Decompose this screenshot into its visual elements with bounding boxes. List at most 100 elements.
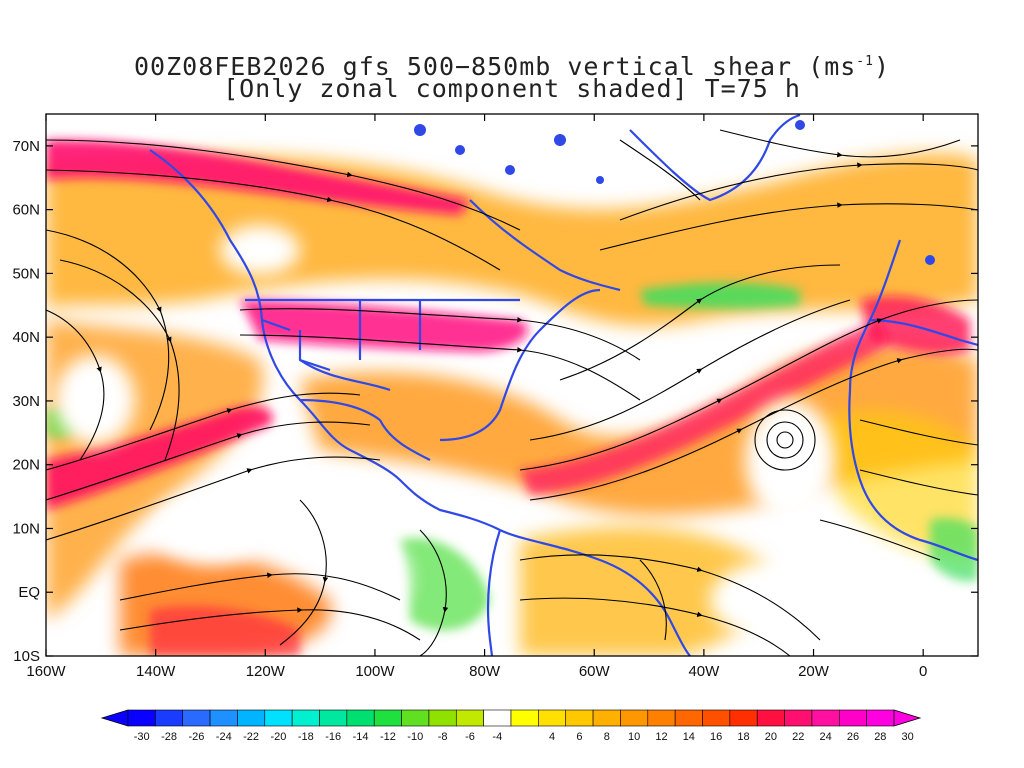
lon-label-3: 100W xyxy=(355,663,395,680)
lat-label-0: 70N xyxy=(12,138,40,155)
colorbar-label-12: -6 xyxy=(465,731,475,743)
stream-25 xyxy=(279,499,329,646)
stream-9 xyxy=(46,392,361,471)
colorbar-label-20: 16 xyxy=(710,731,722,743)
island-5 xyxy=(596,176,604,184)
shade-orange-atlantic-south xyxy=(520,526,769,656)
chart-title-line1: 00Z08FEB2026 gfs 500−850mb vertical shea… xyxy=(0,48,1024,81)
colorbar-swatch-27 xyxy=(866,709,895,727)
spiral-ring-3 xyxy=(754,409,816,471)
island-6 xyxy=(795,120,805,130)
shade-jet-subtropical xyxy=(46,405,273,510)
island-uk xyxy=(925,255,935,265)
colorbar-arrow-left xyxy=(100,709,129,727)
stream-17 xyxy=(119,607,421,641)
longitude-axis: 160W 140W 120W 100W 80W 60W 40W 20W 0 xyxy=(26,114,927,680)
shade-white-6 xyxy=(220,225,300,275)
island-4 xyxy=(554,134,566,146)
colorbar-label-4: -22 xyxy=(243,731,259,743)
shade-jet-north xyxy=(46,139,470,215)
shade-white-4 xyxy=(710,560,850,640)
shade-jet-usa xyxy=(240,300,528,352)
colorbar-label-5: -20 xyxy=(271,731,287,743)
stream-2 xyxy=(46,169,501,271)
shade-green-northatlantic xyxy=(640,282,800,309)
colorbar-label-11: -8 xyxy=(438,731,448,743)
colorbar-arrow-right xyxy=(893,709,922,727)
stream-28 xyxy=(639,559,667,641)
title-text-1-suffix: ) xyxy=(873,52,891,81)
shade-white-5 xyxy=(350,540,410,620)
stream-22 xyxy=(819,519,941,561)
lat-label-2: 50N xyxy=(12,265,40,282)
shear-shading xyxy=(46,139,978,656)
stream-11 xyxy=(46,456,381,541)
colorbar-label-10: -10 xyxy=(407,731,423,743)
streamlines xyxy=(46,129,978,656)
shade-white-3 xyxy=(745,400,835,520)
colorbar-label-22: 20 xyxy=(765,731,777,743)
stream-23 xyxy=(46,309,105,461)
colorbar-swatch-19 xyxy=(647,709,676,727)
stream-1 xyxy=(46,139,521,231)
chart-title-line2: [Only zonal component shaded] T=75 h xyxy=(223,74,801,103)
lat-label-5: 20N xyxy=(12,457,40,474)
coast-greenland xyxy=(629,114,801,202)
lon-label-2: 120W xyxy=(246,663,286,680)
stream-7 xyxy=(239,308,641,361)
stream-5 xyxy=(46,229,170,431)
lat-label-8: 10S xyxy=(13,648,40,665)
colorbar-label-23: 22 xyxy=(792,731,804,743)
shade-red-south xyxy=(150,606,300,656)
colorbar-swatch-5 xyxy=(264,709,293,727)
colorbar-label-26: 28 xyxy=(874,731,886,743)
colorbar-swatch-3 xyxy=(209,709,238,727)
stream-6 xyxy=(59,259,180,461)
colorbar-label-6: -18 xyxy=(298,731,314,743)
colorbar-swatch-6 xyxy=(291,709,320,727)
colorbar-label-14: 4 xyxy=(549,731,555,743)
title-text-1: 00Z08FEB2026 gfs 500−850mb vertical shea… xyxy=(133,52,857,81)
lon-label-0: 160W xyxy=(26,663,66,680)
coast-south-america xyxy=(486,529,691,656)
stream-19 xyxy=(519,597,791,656)
colorbar-label-13: -4 xyxy=(492,731,502,743)
latitude-axis: 70N 60N 50N 40N 30N 20N 10N EQ 10S xyxy=(12,138,978,665)
stream-16 xyxy=(119,572,401,601)
colorbar-swatch-24 xyxy=(784,709,813,727)
stream-4 xyxy=(599,202,978,251)
arctic-islands xyxy=(414,120,935,265)
coastlines xyxy=(149,114,978,656)
shade-red-europe xyxy=(860,296,970,355)
colorbar-swatch-1 xyxy=(155,709,184,727)
colorbar-swatch-15 xyxy=(538,709,567,727)
stream-20 xyxy=(859,419,978,446)
lon-label-1: 140W xyxy=(136,663,176,680)
plot-frame xyxy=(45,113,979,657)
colorbar-swatch-20 xyxy=(674,709,703,727)
stream-3 xyxy=(619,162,978,221)
colorbar: -30 -28 -26 -24 -22 -20 -18 -16 -14 -12 -10 -8 -6 -4 4… xyxy=(100,709,922,743)
shade-white-1 xyxy=(55,355,135,445)
colorbar-swatch-11 xyxy=(428,709,457,727)
shade-orange-north xyxy=(46,153,978,326)
stream-26 xyxy=(619,139,701,201)
colorbar-swatch-7 xyxy=(319,709,348,727)
spiral-ring-1 xyxy=(776,431,794,449)
colorbar-swatch-10 xyxy=(401,709,430,727)
colorbar-label-3: -24 xyxy=(216,731,232,743)
lat-label-4: 30N xyxy=(12,393,40,410)
stream-24 xyxy=(419,529,449,656)
lon-label-7: 20W xyxy=(798,663,830,680)
island-2 xyxy=(455,145,465,155)
coast-north-america xyxy=(149,149,621,531)
title-unit-exponent: -1 xyxy=(856,54,874,69)
colorbar-swatch-4 xyxy=(237,709,266,727)
stream-8 xyxy=(239,334,641,401)
lat-label-6: 10N xyxy=(12,520,40,537)
lon-label-8: 0 xyxy=(919,663,927,680)
colorbar-swatch-21 xyxy=(702,709,731,727)
island-3 xyxy=(505,165,515,175)
colorbar-swatch-26 xyxy=(838,709,867,727)
